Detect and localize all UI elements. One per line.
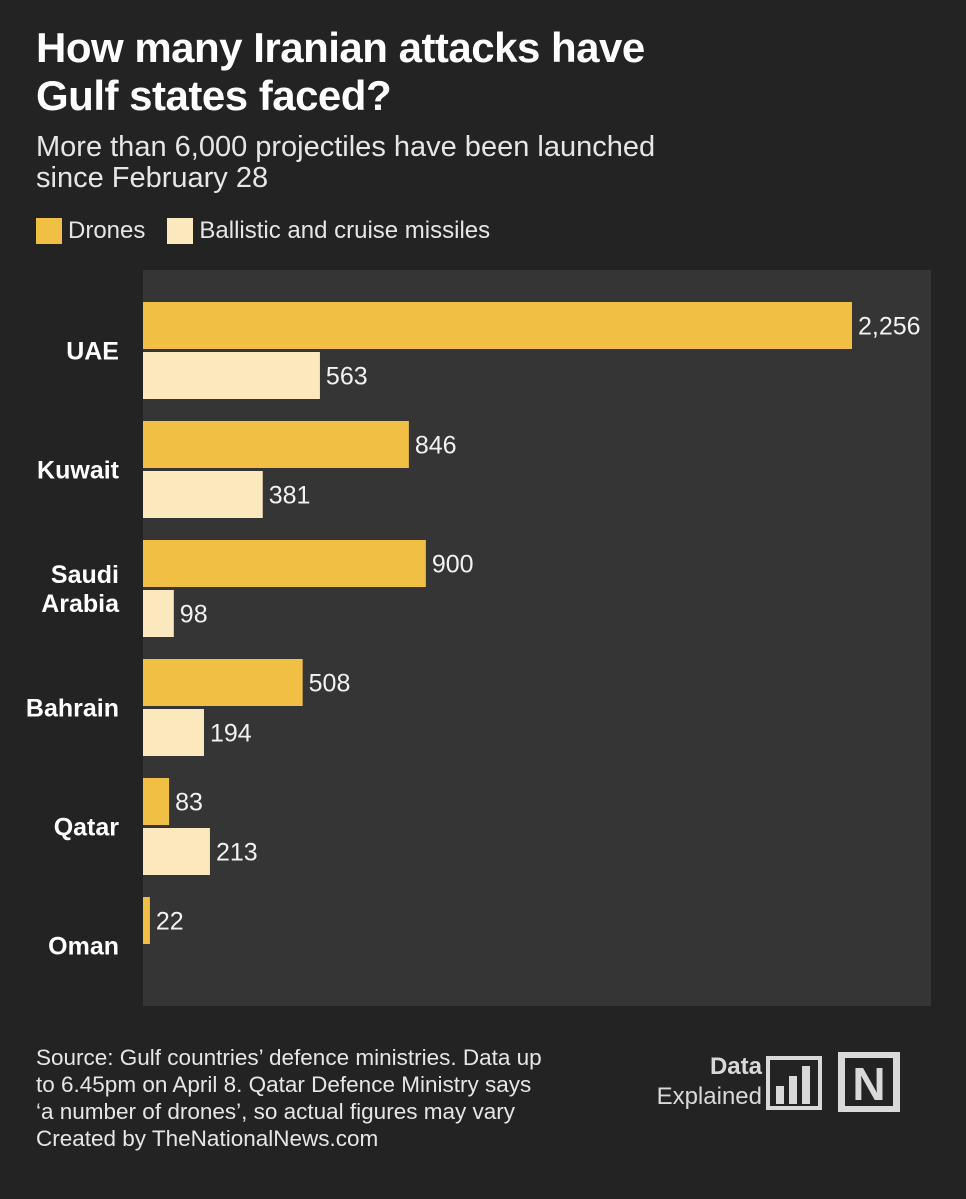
bar-missiles-qatar <box>143 828 210 875</box>
legend-label-drones: Drones <box>68 217 146 244</box>
chart-title-line-1: How many Iranian attacks have <box>36 24 645 71</box>
brand-line-1: Data <box>709 1053 762 1080</box>
category-label-line: Kuwait <box>37 457 120 485</box>
category-label-line: Oman <box>48 933 119 961</box>
footer-line-1: Source: Gulf countries’ defence ministri… <box>36 1045 542 1070</box>
footer-source: Source: Gulf countries’ defence ministri… <box>36 1044 636 1152</box>
legend-item-missiles: Ballistic and cruise missiles <box>167 217 490 245</box>
footer-line-4: Created by TheNationalNews.com <box>36 1126 379 1151</box>
brand-text: Data Explained <box>642 1052 762 1112</box>
brand-line-2: Explained <box>656 1083 762 1110</box>
bar-drones-uae <box>143 302 852 349</box>
bar-missiles-uae <box>143 352 320 399</box>
bar-missiles-bahrain <box>143 709 204 756</box>
chart-subtitle-line-2: since February 28 <box>36 162 269 194</box>
category-label-qatar: Qatar <box>54 814 120 842</box>
data-explained-brand: Data Explained N <box>642 1050 912 1116</box>
footer-line-3: ‘a number of drones’, so actual figures … <box>36 1099 515 1124</box>
data-label-missiles-bahrain: 194 <box>210 720 252 748</box>
chart-area: 2,256 563 UAE 846 381 Kuwait 900 98 Saudi Arabia 5… <box>0 260 966 1020</box>
bar-drones-qatar <box>143 778 170 825</box>
bar-drones-saudi-arabia <box>143 540 426 587</box>
data-label-drones-uae: 2,256 <box>858 313 921 341</box>
bar-drones-kuwait <box>143 421 409 468</box>
category-label-kuwait: Kuwait <box>37 457 120 485</box>
data-label-drones-qatar: 83 <box>175 789 203 817</box>
data-label-drones-saudi-arabia: 900 <box>432 551 474 579</box>
category-label-uae: UAE <box>66 338 119 366</box>
data-label-drones-oman: 22 <box>156 908 184 936</box>
chart-subtitle: More than 6,000 projectiles have been la… <box>36 132 916 194</box>
legend-label-missiles: Ballistic and cruise missiles <box>199 217 491 244</box>
category-label-saudi-arabia: Saudi Arabia <box>41 561 120 618</box>
category-label-bahrain: Bahrain <box>26 695 119 723</box>
data-label-missiles-saudi-arabia: 98 <box>180 601 208 629</box>
bar-missiles-saudi-arabia <box>143 590 174 637</box>
bar-chart-icon <box>766 1056 822 1110</box>
logo-letter: N <box>852 1058 885 1110</box>
data-label-drones-bahrain: 508 <box>309 670 351 698</box>
bar-missiles-kuwait <box>143 471 263 518</box>
bar-chart: 2,256 563 UAE 846 381 Kuwait 900 98 Saudi Arabia 5… <box>26 270 931 1006</box>
category-label-line: Saudi <box>51 561 119 589</box>
legend-item-drones: Drones <box>36 217 145 245</box>
data-label-missiles-qatar: 213 <box>216 839 258 867</box>
category-label-line: Qatar <box>54 814 120 842</box>
legend-swatch-drones <box>36 218 62 244</box>
data-label-missiles-uae: 563 <box>326 363 368 391</box>
category-label-line: Arabia <box>41 590 120 618</box>
chart-title-line-2: Gulf states faced? <box>36 72 392 119</box>
footer-line-2: to 6.45pm on April 8. Qatar Defence Mini… <box>36 1072 532 1097</box>
the-national-logo-icon: N <box>838 1052 900 1112</box>
data-label-drones-kuwait: 846 <box>415 432 457 460</box>
bar-drones-oman <box>143 897 150 944</box>
bar-drones-bahrain <box>143 659 303 706</box>
chart-title: How many Iranian attacks have Gulf state… <box>36 24 916 120</box>
legend-swatch-missiles <box>167 218 194 244</box>
category-label-line: UAE <box>66 338 119 366</box>
category-label-line: Bahrain <box>26 695 119 723</box>
chart-legend: Drones Ballistic and cruise missiles <box>36 215 512 247</box>
data-label-missiles-kuwait: 381 <box>269 482 311 510</box>
chart-subtitle-line-1: More than 6,000 projectiles have been la… <box>36 131 656 163</box>
category-label-oman: Oman <box>48 933 119 961</box>
